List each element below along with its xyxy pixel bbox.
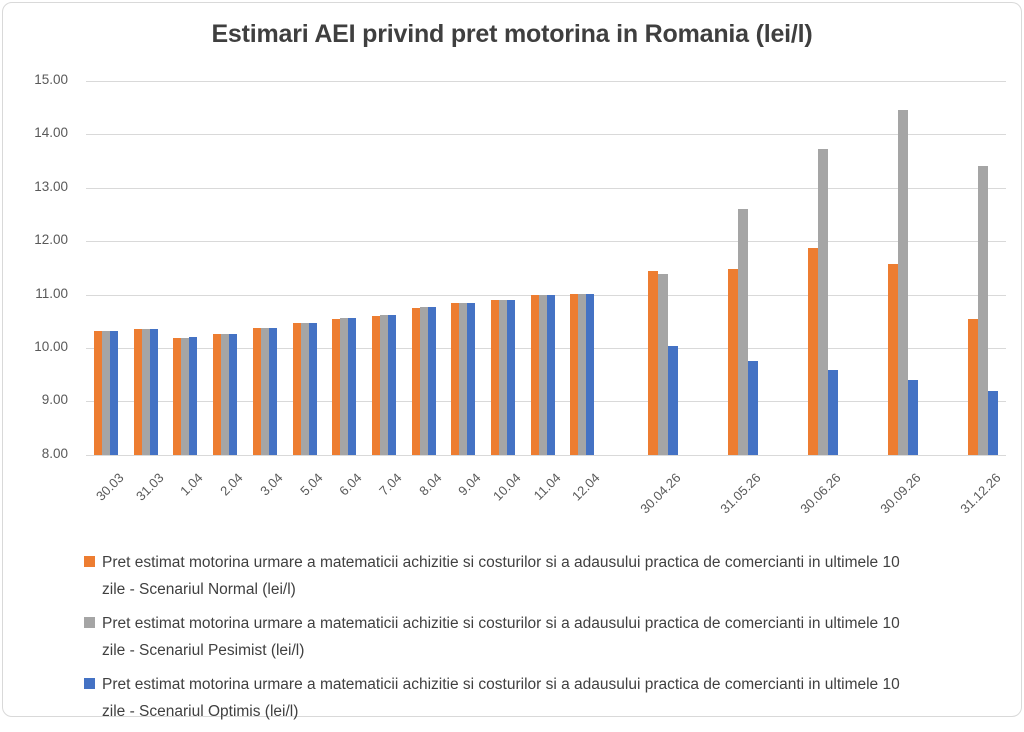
gridline — [86, 454, 1006, 456]
bar — [467, 303, 476, 455]
bar — [908, 379, 918, 455]
bar — [340, 318, 349, 455]
bar — [308, 322, 317, 455]
gridline — [86, 187, 1006, 189]
gridline — [86, 241, 1006, 243]
bar — [988, 390, 998, 455]
gridline — [86, 134, 1006, 136]
bar — [110, 330, 118, 455]
bar — [348, 318, 357, 455]
bar — [507, 299, 515, 455]
bar — [411, 307, 420, 455]
bar — [668, 346, 678, 455]
y-axis-tick-label: 8.00 — [41, 445, 68, 461]
bar — [738, 208, 748, 455]
bar — [658, 274, 668, 455]
legend-marker-optimis-icon — [84, 678, 95, 689]
bar — [451, 303, 460, 455]
bar — [173, 337, 182, 455]
legend-marker-pesimist-icon — [84, 617, 95, 628]
bar — [149, 328, 158, 455]
bar — [586, 294, 595, 455]
y-axis-tick-label: 12.00 — [34, 232, 68, 248]
bar — [221, 333, 230, 455]
y-axis-tick-label: 10.00 — [34, 338, 68, 354]
legend-label-pesimist: Pret estimat motorina urmare a matematic… — [102, 615, 900, 659]
bar — [387, 315, 396, 455]
bar — [427, 307, 436, 455]
bar — [141, 329, 150, 455]
bar — [181, 337, 190, 455]
bar — [898, 109, 908, 455]
bar — [379, 315, 388, 455]
bar — [570, 294, 579, 455]
y-axis-tick-label: 13.00 — [34, 178, 68, 194]
bar — [968, 319, 978, 455]
bar — [260, 327, 269, 455]
bar — [332, 318, 341, 455]
legend-item-pesimist: Pret estimat motorina urmare a matematic… — [84, 610, 1014, 664]
y-axis-tick-label: 15.00 — [34, 72, 68, 87]
legend-label-optimis: Pret estimat motorina urmare a matematic… — [102, 676, 900, 720]
gridline — [86, 81, 1006, 82]
legend-label-normal: Pret estimat motorina urmare a matematic… — [102, 554, 900, 598]
chart-legend: Pret estimat motorina urmare a matematic… — [84, 549, 1014, 732]
bar — [728, 269, 738, 455]
chart-title: Estimari AEI privind pret motorina in Ro… — [211, 20, 813, 48]
legend-marker-normal-icon — [84, 556, 95, 567]
bar — [94, 331, 102, 455]
bar — [292, 323, 301, 455]
bar — [213, 333, 222, 455]
legend-item-optimis: Pret estimat motorina urmare a matematic… — [84, 671, 1014, 725]
bar — [818, 148, 828, 455]
bar — [189, 337, 198, 455]
bar — [499, 300, 507, 455]
bar — [459, 303, 468, 455]
bar — [371, 315, 380, 455]
bar — [546, 294, 555, 455]
bar — [252, 327, 261, 455]
y-axis-tick-label: 11.00 — [35, 285, 68, 301]
bar — [828, 369, 838, 455]
bar — [530, 295, 539, 455]
bar — [888, 264, 898, 455]
bar — [748, 360, 758, 455]
y-axis-tick-label: 9.00 — [41, 392, 68, 408]
bar — [102, 331, 110, 455]
legend-item-normal: Pret estimat motorina urmare a matematic… — [84, 549, 1014, 603]
bar — [419, 307, 428, 455]
bar — [578, 294, 587, 455]
bar — [808, 247, 818, 455]
bar — [300, 323, 309, 455]
bar — [491, 300, 499, 455]
bar — [229, 333, 238, 455]
y-axis-tick-label: 14.00 — [34, 125, 68, 141]
bar — [648, 270, 658, 455]
bar — [538, 294, 547, 455]
bar — [133, 329, 142, 455]
bar — [978, 165, 988, 455]
bar — [268, 327, 277, 455]
